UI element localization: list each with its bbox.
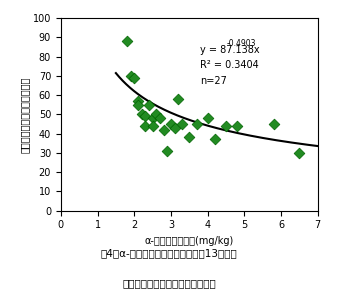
Point <box>223 123 229 128</box>
Point <box>128 73 133 78</box>
Point <box>234 123 240 128</box>
Point <box>135 102 141 107</box>
Point <box>179 122 185 126</box>
Point <box>124 39 129 44</box>
Point <box>172 126 177 130</box>
Point <box>150 116 155 121</box>
Text: n=27: n=27 <box>200 76 227 85</box>
Point <box>146 102 152 107</box>
Point <box>153 112 159 117</box>
Point <box>161 127 166 132</box>
Text: -0.4903: -0.4903 <box>227 39 257 48</box>
X-axis label: α-トコフェロール(mg/kg): α-トコフェロール(mg/kg) <box>145 236 234 246</box>
Point <box>297 150 302 155</box>
Point <box>168 122 174 126</box>
Point <box>187 135 192 140</box>
Point <box>157 116 163 121</box>
Point <box>143 114 148 119</box>
Point <box>175 97 181 101</box>
Y-axis label: メトミオグロビン割合（％）: メトミオグロビン割合（％） <box>20 76 30 153</box>
Point <box>131 75 137 80</box>
Point <box>194 122 199 126</box>
Point <box>150 123 155 128</box>
Point <box>205 116 210 121</box>
Point <box>212 137 218 142</box>
Text: R² = 0.3404: R² = 0.3404 <box>200 60 259 70</box>
Point <box>165 149 170 154</box>
Text: 図4　α-トコフェロール含量と谯蕔13日目の: 図4 α-トコフェロール含量と谯蕔13日目の <box>101 248 237 258</box>
Text: メトミオグロビン割合の関係: メトミオグロビン割合の関係 <box>122 278 216 288</box>
Point <box>139 112 144 117</box>
Point <box>135 98 141 103</box>
Point <box>271 122 276 126</box>
Point <box>143 123 148 128</box>
Text: y = 87.138x: y = 87.138x <box>200 45 260 55</box>
